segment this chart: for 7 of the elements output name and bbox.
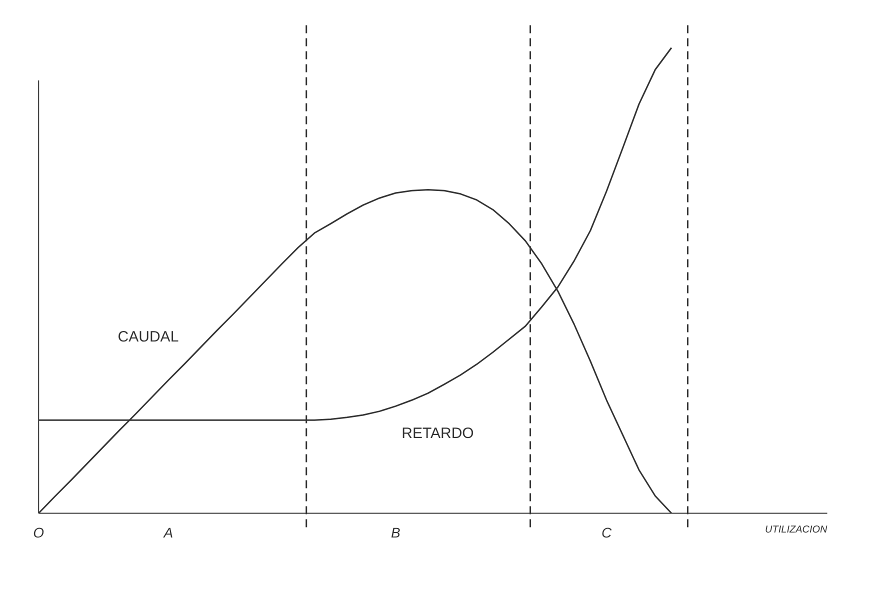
x-tick-label: A [162, 524, 174, 540]
x-tick-label: B [390, 524, 400, 540]
x-tick-label: O [33, 524, 44, 540]
x-axis-title: UTILIZACION [765, 524, 828, 536]
series-label: RETARDO [402, 425, 474, 442]
x-tick-label: C [602, 524, 613, 540]
series-label: CAUDAL [118, 328, 179, 346]
